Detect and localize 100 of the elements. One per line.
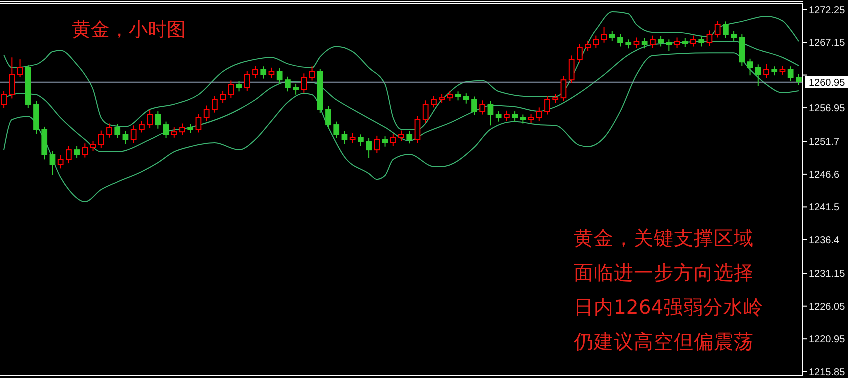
y-tick-label: 1256.95: [809, 104, 846, 115]
candlestick: [244, 70, 250, 92]
candlestick: [301, 73, 308, 94]
candlestick: [447, 90, 454, 102]
candlestick: [163, 121, 170, 140]
candlestick: [204, 105, 210, 122]
candlestick: [706, 30, 713, 47]
candlestick: [147, 110, 153, 129]
candlestick: [220, 90, 226, 104]
candlestick: [139, 120, 145, 134]
candlestick: [504, 110, 510, 122]
candlestick: [82, 143, 88, 158]
candlestick: [422, 100, 429, 124]
candlestick: [66, 146, 72, 164]
candlestick: [796, 74, 802, 86]
annotation: 面临进一步方向选择: [574, 262, 754, 284]
candlestick: [382, 136, 388, 148]
candlestick: [9, 57, 16, 100]
candlestick: [236, 80, 242, 92]
candlestick: [374, 135, 380, 154]
candlestick: [714, 20, 721, 38]
candlestick: [544, 96, 550, 116]
line-series: [4, 52, 800, 203]
candlestick: [252, 65, 258, 79]
candlestick: [326, 106, 332, 130]
y-tick-label: 1226.05: [809, 302, 846, 313]
y-tick-label: 1246.6: [809, 170, 840, 181]
candlestick: [358, 134, 364, 147]
candlestick: [536, 107, 542, 122]
candlestick: [17, 59, 24, 78]
candlestick: [276, 68, 283, 84]
candlestick: [180, 123, 186, 136]
candlestick: [74, 146, 80, 159]
candlestick: [463, 93, 470, 104]
candlestick: [98, 130, 104, 149]
candlestick: [90, 140, 96, 152]
y-tick-label: 1267.15: [809, 38, 846, 50]
candlestick: [431, 96, 437, 108]
y-tick-label: 1215.85: [809, 367, 846, 378]
candlestick: [488, 100, 494, 126]
candlestick: [577, 44, 583, 64]
candlestick: [698, 36, 705, 48]
candlestick: [731, 30, 737, 42]
candlestick: [674, 37, 680, 49]
y-tick-label: 1251.7: [809, 137, 840, 148]
candlestick: [285, 76, 291, 92]
candlestick: [642, 38, 648, 50]
candlestick: [666, 39, 672, 52]
candlestick: [406, 130, 413, 144]
annotation: 日内1264强弱分水岭: [574, 296, 764, 319]
candlestick: [568, 55, 575, 84]
candlestick: [106, 123, 112, 138]
candlestick: [50, 150, 56, 176]
candlestick: [293, 83, 299, 96]
candlestick: [171, 127, 178, 138]
y-tick-label: 1236.4: [809, 235, 840, 246]
candlestick: [1, 90, 7, 109]
candlestick: [390, 134, 396, 147]
candlestick: [398, 130, 404, 142]
candlestick: [755, 64, 762, 88]
candlestick: [512, 111, 518, 122]
text: 黄金，小时图: [72, 19, 186, 41]
candlestick: [58, 154, 64, 170]
candlestick: [309, 66, 316, 82]
candlestick: [723, 21, 729, 39]
y-tick-label: 1241.5: [809, 202, 840, 214]
candlestick: [122, 130, 129, 145]
y-tick-label: 1220.95: [809, 334, 846, 346]
candlestick: [650, 35, 656, 49]
candlestick: [260, 66, 267, 80]
candlestick: [609, 30, 616, 42]
candlestick: [114, 124, 121, 140]
candlestick: [618, 34, 624, 48]
candlestick: [342, 130, 348, 145]
candlestick: [560, 76, 567, 102]
annotation: 黄金，关键支撑区域: [574, 227, 754, 250]
y-tick-label: 1231.15: [809, 269, 846, 280]
candlestick: [228, 80, 234, 99]
candlestick: [690, 35, 696, 48]
ref-line-label: 1260.95: [809, 78, 846, 89]
candlestick: [366, 138, 372, 159]
candlestick: [658, 36, 664, 48]
candlestick: [472, 96, 478, 116]
candlestick: [764, 64, 770, 79]
candlestick: [334, 121, 340, 140]
candlestick: [585, 40, 591, 52]
candlestick: [747, 58, 754, 76]
candlestick: [268, 67, 275, 79]
candlestick: [480, 100, 486, 116]
candlestick: [601, 26, 608, 44]
candlestick: [593, 35, 600, 49]
candlestick: [196, 114, 202, 134]
annotation: 仍建议高空但偏震荡: [573, 330, 754, 354]
candlestick: [155, 111, 162, 130]
candlestick: [634, 37, 640, 49]
candlestick: [496, 111, 502, 122]
candlestick: [350, 132, 356, 144]
candlestick: [130, 125, 137, 144]
y-tick-label: 1272.25: [809, 5, 846, 16]
candlestick: [414, 116, 421, 144]
